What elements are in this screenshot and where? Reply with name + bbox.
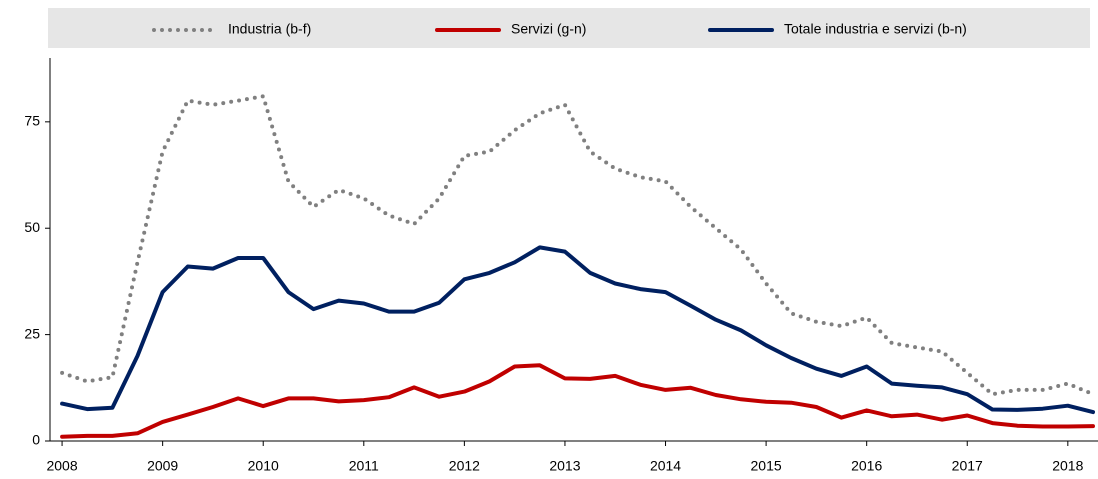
plot-area: 0 25 50 75 2008 2009 2010 2011 2012 2013 2014 2015 2… bbox=[24, 58, 1098, 474]
x-tick-label: 2018 bbox=[1052, 458, 1083, 474]
x-tick-label: 2012 bbox=[449, 458, 480, 474]
legend-label: Totale industria e servizi (b-n) bbox=[784, 21, 967, 37]
x-tick-label: 2015 bbox=[751, 458, 782, 474]
x-tick-label: 2014 bbox=[650, 458, 681, 474]
y-tick-label: 50 bbox=[24, 219, 40, 235]
y-tick-label: 25 bbox=[24, 325, 40, 341]
x-tick-label: 2009 bbox=[147, 458, 178, 474]
legend-label: Industria (b-f) bbox=[228, 21, 311, 37]
x-tick-label: 2011 bbox=[349, 458, 379, 474]
series-line bbox=[60, 363, 1095, 439]
x-tick-label: 2013 bbox=[549, 458, 580, 474]
x-tick-label: 2016 bbox=[851, 458, 882, 474]
x-tick-label: 2008 bbox=[46, 458, 77, 474]
legend-label: Servizi (g-n) bbox=[511, 21, 586, 37]
legend: Industria (b-f) Servizi (g-n) Totale indus… bbox=[152, 21, 967, 37]
x-tick-label: 2010 bbox=[248, 458, 279, 474]
y-tick-label: 75 bbox=[24, 113, 40, 129]
series-line bbox=[60, 245, 1095, 415]
legend-box bbox=[48, 8, 1090, 48]
x-tick-label: 2017 bbox=[952, 458, 983, 474]
series-line bbox=[60, 94, 1095, 397]
y-tick-label: 0 bbox=[32, 432, 40, 448]
